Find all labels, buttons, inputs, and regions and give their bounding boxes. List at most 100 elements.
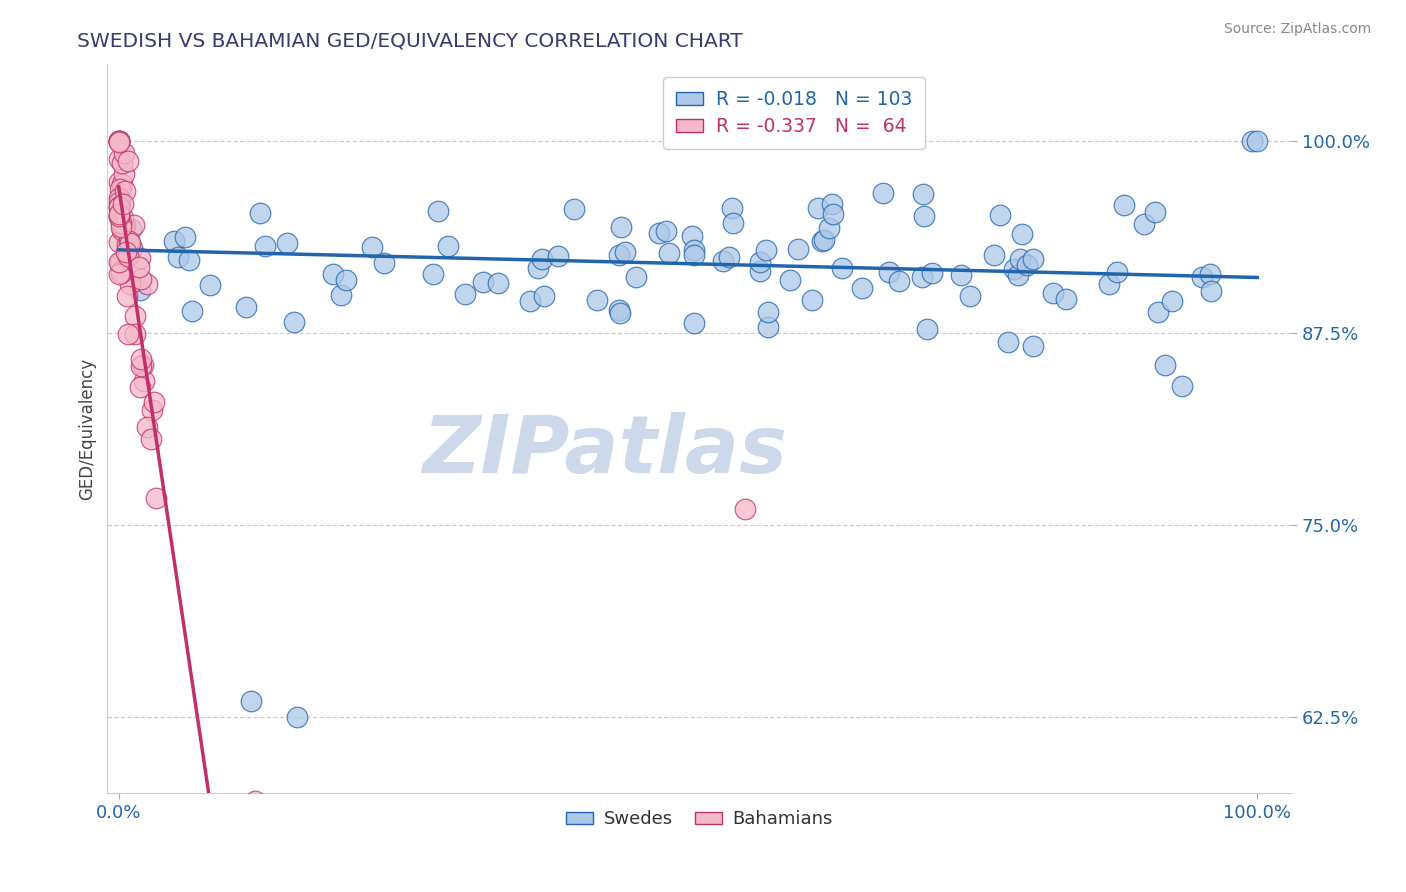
- Point: [877, 265, 900, 279]
- Point: [911, 270, 934, 285]
- Point: [912, 209, 935, 223]
- Point: [179, 252, 201, 267]
- Point: [121, 221, 143, 235]
- Point: [121, 240, 143, 254]
- Point: [111, 177, 134, 191]
- Point: [118, 277, 141, 291]
- Point: [624, 269, 647, 284]
- Point: [108, 209, 131, 223]
- Point: [108, 135, 131, 149]
- Point: [755, 243, 778, 257]
- Point: [426, 203, 449, 218]
- Point: [831, 261, 853, 276]
- Point: [527, 261, 550, 276]
- Point: [107, 194, 129, 209]
- Point: [1008, 252, 1031, 266]
- Point: [734, 502, 756, 516]
- Point: [108, 255, 131, 269]
- Point: [108, 175, 131, 189]
- Point: [108, 200, 131, 214]
- Point: [585, 293, 607, 307]
- Point: [115, 244, 138, 259]
- Point: [533, 289, 555, 303]
- Text: Source: ZipAtlas.com: Source: ZipAtlas.com: [1223, 22, 1371, 37]
- Point: [108, 235, 131, 250]
- Point: [720, 201, 742, 215]
- Point: [658, 245, 681, 260]
- Point: [111, 155, 134, 169]
- Point: [779, 272, 801, 286]
- Text: SWEDISH VS BAHAMIAN GED/EQUIVALENCY CORRELATION CHART: SWEDISH VS BAHAMIAN GED/EQUIVALENCY CORR…: [77, 31, 742, 50]
- Point: [810, 234, 832, 248]
- Point: [921, 267, 943, 281]
- Point: [107, 134, 129, 148]
- Point: [322, 267, 344, 281]
- Point: [129, 284, 152, 298]
- Point: [564, 202, 586, 216]
- Point: [330, 288, 353, 302]
- Point: [1170, 379, 1192, 393]
- Point: [1240, 134, 1263, 148]
- Point: [118, 236, 141, 251]
- Point: [1105, 264, 1128, 278]
- Point: [132, 358, 155, 372]
- Point: [108, 134, 131, 148]
- Point: [681, 229, 703, 244]
- Point: [117, 327, 139, 342]
- Point: [174, 229, 197, 244]
- Point: [1143, 205, 1166, 219]
- Point: [131, 272, 153, 286]
- Point: [887, 274, 910, 288]
- Point: [1161, 293, 1184, 308]
- Point: [1246, 134, 1268, 148]
- Point: [108, 135, 131, 149]
- Point: [872, 186, 894, 200]
- Point: [823, 207, 845, 221]
- Point: [135, 277, 157, 292]
- Point: [1199, 284, 1222, 298]
- Point: [139, 433, 162, 447]
- Point: [531, 252, 554, 266]
- Point: [141, 403, 163, 417]
- Point: [110, 219, 132, 234]
- Point: [112, 197, 135, 211]
- Point: [1153, 358, 1175, 372]
- Point: [245, 794, 267, 808]
- Point: [181, 303, 204, 318]
- Point: [1133, 217, 1156, 231]
- Point: [162, 235, 184, 249]
- Point: [117, 289, 139, 303]
- Point: [758, 305, 780, 319]
- Point: [117, 249, 139, 263]
- Point: [813, 233, 835, 247]
- Point: [240, 694, 263, 708]
- Point: [787, 242, 810, 256]
- Point: [519, 293, 541, 308]
- Point: [112, 145, 135, 160]
- Point: [1007, 268, 1029, 282]
- Point: [609, 303, 631, 318]
- Point: [108, 191, 131, 205]
- Point: [756, 320, 779, 334]
- Point: [373, 256, 395, 270]
- Point: [422, 267, 444, 281]
- Point: [114, 184, 136, 198]
- Point: [108, 207, 131, 221]
- Point: [486, 276, 509, 290]
- Point: [111, 211, 134, 225]
- Point: [547, 249, 569, 263]
- Point: [167, 250, 190, 264]
- Point: [717, 250, 740, 264]
- Point: [950, 268, 973, 282]
- Point: [107, 134, 129, 148]
- Point: [129, 251, 152, 265]
- Point: [610, 219, 633, 234]
- Point: [131, 351, 153, 366]
- Point: [108, 209, 131, 223]
- Point: [607, 248, 630, 262]
- Point: [915, 322, 938, 336]
- Point: [983, 248, 1005, 262]
- Point: [112, 167, 135, 181]
- Y-axis label: GED/Equivalency: GED/Equivalency: [79, 358, 96, 500]
- Point: [117, 234, 139, 248]
